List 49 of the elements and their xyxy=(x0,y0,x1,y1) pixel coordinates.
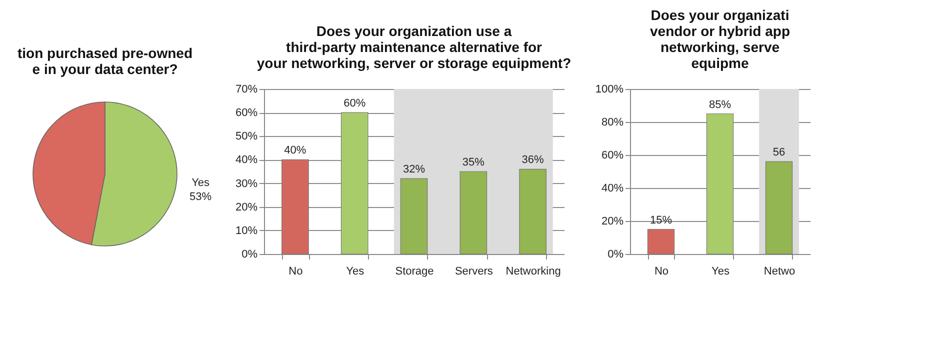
x-tick-label: No xyxy=(654,266,669,278)
y-tick-label: 60% xyxy=(601,150,624,162)
slice-label: Yes xyxy=(192,177,210,190)
bar xyxy=(340,112,368,254)
x-tick-label: Storage xyxy=(395,266,434,278)
y-tick-label: 40% xyxy=(235,154,258,166)
text: third-party maintenance alternative for xyxy=(286,39,542,55)
x-tick-label: No xyxy=(288,266,303,278)
y-tick-label: 60% xyxy=(235,107,258,120)
data-label: 35% xyxy=(462,156,485,168)
text: Does your organizati xyxy=(650,7,790,23)
y-tick-label: 80% xyxy=(601,116,624,128)
y-tick-label: 0% xyxy=(242,248,258,260)
y-tick-label: 10% xyxy=(235,224,258,237)
y-tick-label: 20% xyxy=(601,216,624,228)
y-tick-label: 30% xyxy=(235,178,258,190)
text: tion purchased pre-owned xyxy=(17,45,193,61)
text: vendor or hybrid app xyxy=(650,23,790,39)
x-tick-label: Networking xyxy=(506,266,561,278)
data-label: 53% xyxy=(190,191,212,204)
bar xyxy=(282,159,309,254)
y-tick-label: 70% xyxy=(235,84,258,96)
data-label: 60% xyxy=(344,98,366,110)
y-tick-label: 20% xyxy=(235,201,258,214)
text: equipme xyxy=(691,55,749,71)
data-label: 32% xyxy=(402,164,426,176)
data-label: 85% xyxy=(708,98,732,111)
data-label: 36% xyxy=(522,154,544,166)
bar xyxy=(706,113,734,254)
y-tick-label: 0% xyxy=(608,248,624,260)
text: e in your data center? xyxy=(32,61,178,77)
x-tick-label: Yes xyxy=(712,266,730,278)
data-label: 56 xyxy=(772,146,786,159)
bar xyxy=(647,228,675,254)
text: networking, serve xyxy=(660,39,780,55)
y-tick-label: 100% xyxy=(595,84,624,96)
x-tick-label: Netwo xyxy=(764,266,796,278)
bar xyxy=(765,161,793,254)
text: Does your organization use a xyxy=(316,23,512,39)
y-tick-label: 40% xyxy=(601,182,624,194)
bar xyxy=(460,171,488,254)
data-label: 40% xyxy=(284,144,306,157)
bar xyxy=(400,178,428,254)
y-tick-label: 50% xyxy=(235,130,258,143)
text: your networking, server or storage equipment? xyxy=(256,55,572,71)
x-tick-label: Yes xyxy=(346,266,365,278)
bar xyxy=(519,168,546,254)
data-label: 15% xyxy=(650,214,672,226)
x-tick-label: Servers xyxy=(454,266,494,278)
